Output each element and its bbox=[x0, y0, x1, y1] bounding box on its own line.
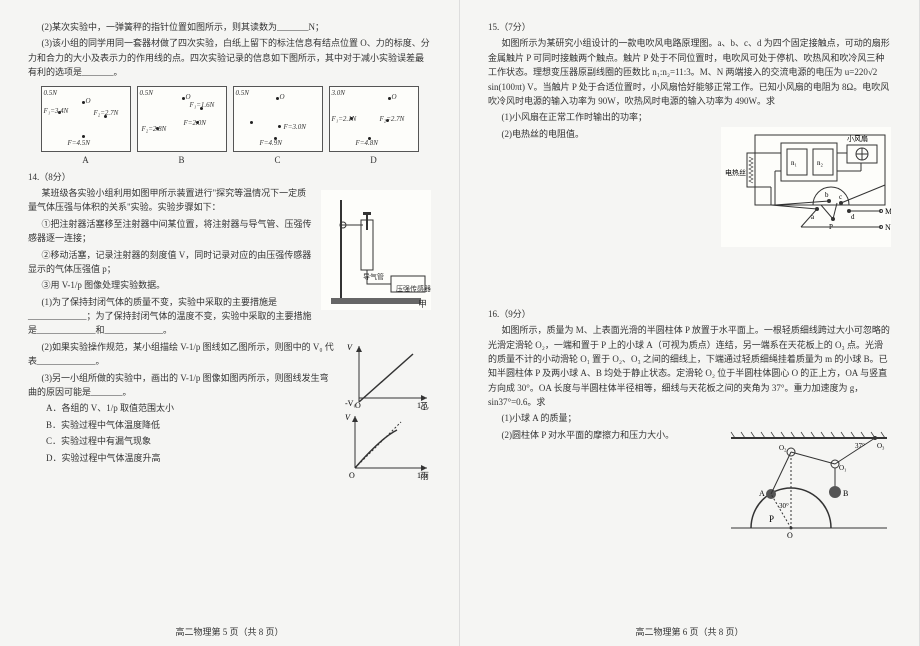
svg-text:B: B bbox=[843, 489, 848, 498]
dot bbox=[388, 97, 391, 100]
page-6: 15.（7分） 如图所示为某研究小组设计的一款电吹风电路原理图。a、b、c、d … bbox=[460, 0, 920, 646]
svg-text:V: V bbox=[345, 413, 351, 422]
svg-text:O: O bbox=[355, 401, 361, 410]
sensor-label: 压强传感器 bbox=[396, 284, 431, 294]
heater-label: 电热丝 bbox=[725, 168, 746, 177]
fig-jia: 导气管 压强传感器 甲 bbox=[321, 190, 431, 310]
F-D: F=4.8N bbox=[356, 139, 378, 147]
dot bbox=[250, 121, 253, 124]
svg-text:A: A bbox=[759, 489, 765, 498]
text-q3: (3)该小组的同学用同一套器材做了四次实验，白纸上留下的标注信息有结点位置 O、… bbox=[28, 36, 431, 79]
O-D: O bbox=[392, 93, 397, 101]
scale-C: 0.5N bbox=[236, 89, 249, 97]
q15-header: 15.（7分） bbox=[488, 20, 891, 34]
dot bbox=[182, 97, 185, 100]
scale-D: 3.0N bbox=[332, 89, 345, 97]
svg-text:O: O bbox=[349, 471, 355, 480]
panel-row: 0.5N O F₁=3.4N F₂=2.7N F=4.5N A 0.5N O F… bbox=[28, 86, 431, 152]
svg-text:30°: 30° bbox=[779, 502, 789, 510]
geom-svg: O P A 30° O₂ O₁ O₃ 37° B bbox=[721, 428, 891, 538]
n2: n₂ bbox=[817, 159, 824, 167]
M-label: M bbox=[885, 207, 891, 216]
svg-text:P: P bbox=[769, 514, 774, 524]
q16-1: (1)小球 A 的质量； bbox=[488, 411, 891, 425]
scale-A: 0.5N bbox=[44, 89, 57, 97]
O-C: O bbox=[280, 93, 285, 101]
circuit-svg: n₁ n₂ 小风扇 电热丝 a b c d P M bbox=[721, 127, 891, 247]
jia-label: 甲 bbox=[418, 297, 427, 310]
fan-label: 小风扇 bbox=[847, 134, 868, 143]
cap-B: B bbox=[138, 155, 226, 165]
svg-text:b: b bbox=[825, 191, 829, 199]
panel-C: 0.5N O F=3.0N F=4.9N C bbox=[233, 86, 323, 152]
svg-text:O₁: O₁ bbox=[839, 464, 847, 472]
dot bbox=[82, 101, 85, 104]
O-A: O bbox=[86, 97, 91, 105]
graph-bing: V 1/p O bbox=[341, 410, 431, 480]
svg-text:O₃: O₃ bbox=[877, 442, 885, 450]
F2-C: F=3.0N bbox=[284, 123, 306, 131]
text-q2: (2)某次实验中，一弹簧秤的指针位置如图所示，则其读数为_______N； bbox=[28, 20, 431, 34]
cap-D: D bbox=[330, 155, 418, 165]
q15-1: (1)小风扇在正常工作时输出的功率； bbox=[488, 110, 891, 124]
svg-text:37°: 37° bbox=[855, 442, 865, 450]
dot bbox=[82, 135, 85, 138]
q15-body: 如图所示为某研究小组设计的一款电吹风电路原理图。a、b、c、d 为四个固定接触点… bbox=[488, 36, 891, 108]
dot bbox=[278, 125, 281, 128]
F1-B: F₁=1.6N bbox=[190, 101, 215, 109]
fig-yi: V 1/p -V₀ O 乙 bbox=[341, 340, 431, 410]
spacer bbox=[488, 247, 891, 307]
N-label: N bbox=[885, 223, 891, 232]
F2-A: F₂=2.7N bbox=[94, 109, 119, 117]
F2-B: F₂=2.8N bbox=[142, 125, 167, 133]
footer-6: 高二物理第 6 页（共 8 页） bbox=[460, 625, 919, 638]
svg-text:d: d bbox=[851, 213, 855, 221]
cap-A: A bbox=[42, 155, 130, 165]
guide-label: 导气管 bbox=[363, 272, 384, 282]
svg-text:V: V bbox=[347, 343, 353, 352]
dot bbox=[276, 97, 279, 100]
graph-yi: V 1/p -V₀ O bbox=[341, 340, 431, 410]
F2-D: F₂=2.7N bbox=[380, 115, 405, 123]
q16-body: 如图所示，质量为 M、上表面光滑的半圆柱体 P 放置于水平面上。一根轻质细线跨过… bbox=[488, 323, 891, 409]
page-5: (2)某次实验中，一弹簧秤的指针位置如图所示，则其读数为_______N； (3… bbox=[0, 0, 460, 646]
cap-C: C bbox=[234, 155, 322, 165]
O-B: O bbox=[186, 93, 191, 101]
panel-B: 0.5N O F₁=1.6N F₂=2.8N F=2.0N B bbox=[137, 86, 227, 152]
panel-A: 0.5N O F₁=3.4N F₂=2.7N F=4.5N A bbox=[41, 86, 131, 152]
F-C: F=4.9N bbox=[260, 139, 282, 147]
F1-A: F₁=3.4N bbox=[44, 107, 69, 115]
q14-header: 14.（8分） bbox=[28, 170, 431, 184]
panel-D: 3.0N O F₁=2.1N F₂=2.7N F=4.8N D bbox=[329, 86, 419, 152]
q16-header: 16.（9分） bbox=[488, 307, 891, 321]
circuit-diagram: n₁ n₂ 小风扇 电热丝 a b c d P M bbox=[721, 127, 891, 247]
F-A: F=4.5N bbox=[68, 139, 90, 147]
footer-5: 高二物理第 5 页（共 8 页） bbox=[0, 625, 459, 638]
F1-D: F₁=2.1N bbox=[332, 115, 357, 123]
svg-text:O₂: O₂ bbox=[779, 444, 787, 452]
scale-B: 0.5N bbox=[140, 89, 153, 97]
F-B: F=2.0N bbox=[184, 119, 206, 127]
fig-bing: V 1/p O 丙 bbox=[341, 410, 431, 480]
n1: n₁ bbox=[791, 159, 797, 167]
svg-text:O: O bbox=[787, 531, 793, 538]
bing-label: 丙 bbox=[420, 469, 429, 482]
geom-diagram: O P A 30° O₂ O₁ O₃ 37° B bbox=[721, 428, 891, 538]
svg-text:c: c bbox=[839, 193, 842, 201]
